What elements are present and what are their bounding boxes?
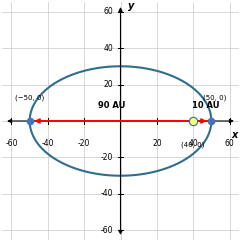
Text: -40: -40 [42,139,54,148]
Text: 60: 60 [103,7,113,16]
Text: y: y [128,1,134,11]
Text: -60: -60 [101,226,113,235]
Text: (50, 0): (50, 0) [203,94,227,101]
Text: -40: -40 [101,189,113,198]
Text: 20: 20 [104,80,113,89]
Text: 60: 60 [225,139,234,148]
Text: -60: -60 [5,139,18,148]
Text: -20: -20 [101,153,113,162]
Text: 20: 20 [152,139,162,148]
Text: (40, 0): (40, 0) [181,141,205,148]
Text: x: x [232,130,238,140]
Text: 40: 40 [188,139,198,148]
Text: 40: 40 [103,44,113,53]
Text: -20: -20 [78,139,90,148]
Text: 10 AU: 10 AU [192,101,220,110]
Text: (−50, 0): (−50, 0) [15,94,44,101]
Text: 90 AU: 90 AU [98,101,125,110]
